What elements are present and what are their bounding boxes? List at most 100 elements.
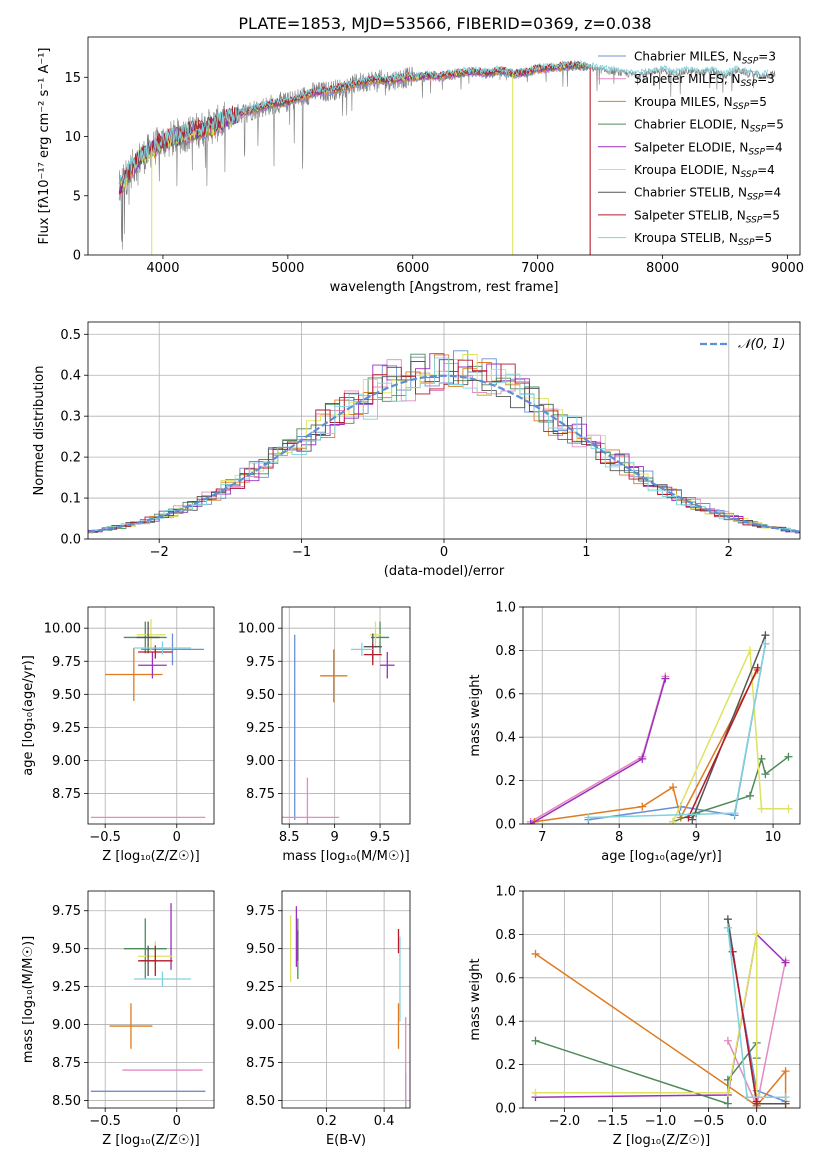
x-tick-label: −2	[150, 545, 169, 560]
weight-marker	[781, 1093, 790, 1102]
y-tick-label: 0.0	[60, 533, 81, 548]
plot-area	[526, 631, 793, 824]
y-axis-label: age [log₁₀(age/yr)]	[21, 655, 36, 776]
y-tick-label: 9.50	[246, 688, 275, 703]
y-tick-label: 9.50	[246, 942, 275, 957]
x-axis-label: (data-model)/error	[384, 564, 505, 579]
x-tick-label: 1	[582, 545, 590, 560]
errorbar-point	[133, 641, 192, 655]
axes-frame	[87, 606, 215, 825]
weight-marker	[723, 923, 732, 932]
y-tick-label: 8.75	[52, 1056, 81, 1071]
y-tick-label: 8.75	[52, 787, 81, 802]
plot-area	[282, 621, 395, 824]
weight-marker	[661, 674, 670, 683]
legend-label: Kroupa MILES, NSSP=5	[634, 95, 767, 112]
y-tick-label: 10.00	[238, 622, 275, 637]
errorbar-point	[380, 651, 395, 679]
x-axis-label: mass [log₁₀(M/M☉)]	[282, 849, 409, 864]
y-tick-label: 0.0	[495, 1102, 516, 1117]
x-tick-label: 9	[331, 830, 339, 845]
weight-vs-metallicity-panel: −2.0 −1.5 −1.0 −0.5 0.0 0.0 0.2 0.4 0.6 0.8 1.0 Z […	[468, 885, 801, 1148]
y-tick-label: 0.0	[495, 818, 516, 833]
errorbar-point	[123, 918, 167, 980]
y-tick-label: 8.75	[246, 1056, 275, 1071]
weight-marker	[723, 1036, 732, 1045]
weight-marker	[669, 817, 678, 824]
axes-frame	[281, 606, 411, 825]
weight-marker	[761, 631, 770, 640]
x-tick-label: 8000	[646, 261, 679, 276]
y-tick-label: 0.5	[60, 328, 81, 343]
x-axis-label: age [log₁₀(age/yr)]	[601, 849, 722, 864]
x-tick-label: 4000	[146, 261, 179, 276]
x-tick-label: 0	[173, 1114, 181, 1129]
y-tick-label: 0.2	[60, 451, 81, 466]
mass-vs-ebv-panel: 0.2 0.4 8.50 8.75 9.00 9.25 9.50 9.75 E(B-V)	[246, 890, 411, 1148]
legend-label: 𝒩(0, 1)	[738, 337, 785, 352]
weight-marker	[531, 1088, 540, 1097]
axes-frame	[522, 890, 801, 1109]
x-tick-label: 9.5	[370, 830, 391, 845]
y-axis-label: Flux [fλ10⁻¹⁷ erg cm⁻² s⁻¹ A⁻¹]	[37, 48, 52, 245]
x-tick-label: −1	[292, 545, 311, 560]
weight-marker	[761, 770, 770, 779]
errorbar-point	[350, 642, 373, 656]
y-tick-label: 8.50	[246, 1094, 275, 1109]
residual-histogram-panel: −2 −1 0 1 2 0.0 0.1 0.2 0.3 0.4 0.5 (data-model)/er…	[32, 321, 801, 579]
y-tick-label: 0.6	[495, 687, 516, 702]
y-tick-label: 9.00	[246, 1018, 275, 1033]
y-tick-label: 0.8	[495, 644, 516, 659]
y-tick-label: 0.6	[495, 971, 516, 986]
x-tick-label: 6000	[396, 261, 429, 276]
x-axis-label: Z [log₁₀(Z/Z☉)]	[102, 1133, 199, 1148]
y-tick-label: 9.75	[246, 904, 275, 919]
x-tick-label: 8	[615, 830, 623, 845]
legend-label: Chabrier MILES, NSSP=3	[634, 50, 776, 67]
weight-marker	[638, 754, 647, 763]
errorbar-point	[136, 618, 166, 651]
axes-frame	[87, 890, 215, 1109]
axes-frame	[281, 890, 411, 1109]
y-tick-label: 9.75	[52, 655, 81, 670]
y-tick-label: 8.75	[246, 787, 275, 802]
weight-marker	[745, 791, 754, 800]
axes-frame	[522, 606, 801, 825]
weight-line	[731, 951, 758, 1102]
weight-marker	[784, 804, 793, 813]
weight-marker	[723, 1099, 732, 1108]
errorbar-point	[320, 649, 348, 703]
errorbar-point	[370, 621, 381, 649]
plot-area	[289, 906, 407, 1108]
errorbar-point	[370, 621, 390, 654]
axes-frame	[87, 36, 801, 256]
weight-marker	[752, 930, 761, 939]
normal-curve	[88, 374, 800, 533]
y-tick-label: 9.50	[52, 688, 81, 703]
legend-label: Salpeter ELODIE, NSSP=4	[634, 140, 783, 157]
legend-label: Salpeter MILES, NSSP=3	[634, 72, 775, 89]
weight-series	[728, 947, 761, 1106]
y-axis-label: Normed distribution	[32, 366, 47, 496]
x-axis-label: Z [log₁₀(Z/Z☉)]	[613, 1133, 710, 1148]
y-tick-label: 0.8	[495, 928, 516, 943]
y-tick-label: 9.75	[246, 655, 275, 670]
errorbar-point	[282, 777, 340, 824]
weight-marker	[531, 1036, 540, 1045]
y-tick-label: 0.4	[60, 369, 81, 384]
weight-marker	[730, 809, 739, 818]
y-tick-label: 0.3	[60, 410, 81, 425]
plot-area	[90, 903, 206, 1092]
x-tick-label: 5000	[271, 261, 304, 276]
x-tick-label: 0.2	[316, 1114, 337, 1129]
weight-marker	[526, 820, 535, 824]
weight-marker	[669, 783, 678, 792]
weight-line	[691, 634, 767, 820]
y-axis-label: mass weight	[468, 958, 483, 1040]
x-tick-label: 0	[173, 830, 181, 845]
x-tick-label: 2	[725, 545, 733, 560]
errorbar-point	[138, 651, 167, 679]
weight-series	[669, 646, 793, 824]
weight-marker	[781, 1067, 790, 1076]
y-tick-label: 1.0	[495, 885, 516, 900]
